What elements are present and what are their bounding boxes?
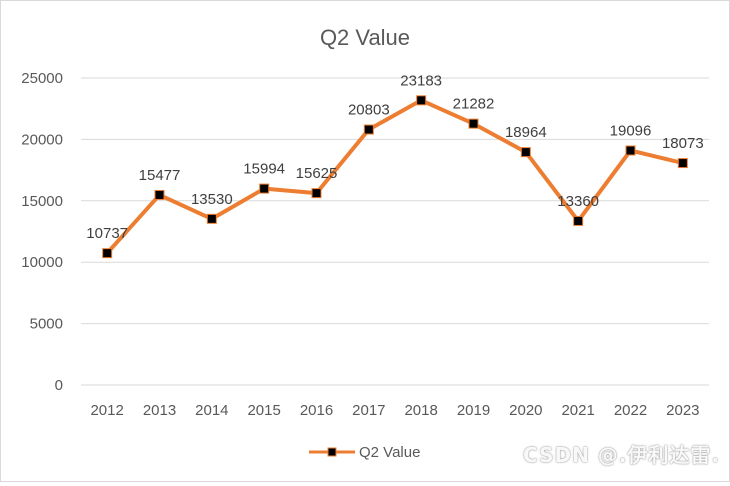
data-point[interactable] <box>363 124 374 135</box>
data-label: 15477 <box>139 167 181 184</box>
data-point[interactable] <box>102 248 113 259</box>
data-labels: 10737 15477 13530 15994 15625 20803 23183 21282… <box>86 72 703 242</box>
x-tick-label: 2018 <box>404 402 437 419</box>
legend[interactable]: Q2 Value <box>309 444 420 461</box>
data-point[interactable] <box>311 188 322 199</box>
y-tick-label: 15000 <box>21 193 63 210</box>
y-tick-label: 10000 <box>21 254 63 271</box>
x-tick-label: 2015 <box>247 402 280 419</box>
data-label: 21282 <box>453 96 495 113</box>
x-tick-label: 2016 <box>300 402 333 419</box>
data-label: 13530 <box>191 191 233 208</box>
y-tick-label: 20000 <box>21 131 63 148</box>
data-point[interactable] <box>416 95 427 106</box>
data-point[interactable] <box>520 147 531 158</box>
data-label: 10737 <box>86 225 128 242</box>
chart-title: Q2 Value <box>320 25 410 50</box>
legend-label: Q2 Value <box>359 444 420 461</box>
x-tick-label: 2021 <box>561 402 594 419</box>
data-point[interactable] <box>154 189 165 200</box>
data-label: 18964 <box>505 124 547 141</box>
data-point[interactable] <box>677 158 688 169</box>
x-tick-label: 2017 <box>352 402 385 419</box>
data-label: 20803 <box>348 102 390 119</box>
x-tick-label: 2013 <box>143 402 176 419</box>
x-tick-label: 2022 <box>614 402 647 419</box>
y-axis-ticks: 0 5000 10000 15000 20000 25000 <box>21 70 63 394</box>
gridlines <box>81 77 709 386</box>
legend-marker-icon <box>327 447 337 457</box>
data-point[interactable] <box>468 118 479 129</box>
x-tick-label: 2019 <box>457 402 490 419</box>
series-line <box>105 98 684 255</box>
y-tick-label: 5000 <box>30 316 63 333</box>
data-label: 18073 <box>662 135 704 152</box>
y-tick-label: 0 <box>55 377 63 394</box>
data-label: 15994 <box>243 161 285 178</box>
y-tick-label: 25000 <box>21 70 63 87</box>
data-point[interactable] <box>625 145 636 156</box>
x-axis-ticks: 2012 2013 2014 2015 2016 2017 2018 2019 2020 2021… <box>90 402 699 419</box>
x-tick-label: 2020 <box>509 402 542 419</box>
data-label: 19096 <box>610 123 652 140</box>
data-label: 13360 <box>557 193 599 210</box>
series-layer <box>102 95 688 259</box>
watermark: CSDN @.伊利达雷. <box>523 443 720 467</box>
data-point[interactable] <box>259 183 270 194</box>
data-label: 23183 <box>400 72 442 89</box>
x-tick-label: 2014 <box>195 402 228 419</box>
x-tick-label: 2023 <box>666 402 699 419</box>
data-point[interactable] <box>573 215 584 226</box>
data-label: 15625 <box>296 165 338 182</box>
x-tick-label: 2012 <box>90 402 123 419</box>
data-point[interactable] <box>206 213 217 224</box>
